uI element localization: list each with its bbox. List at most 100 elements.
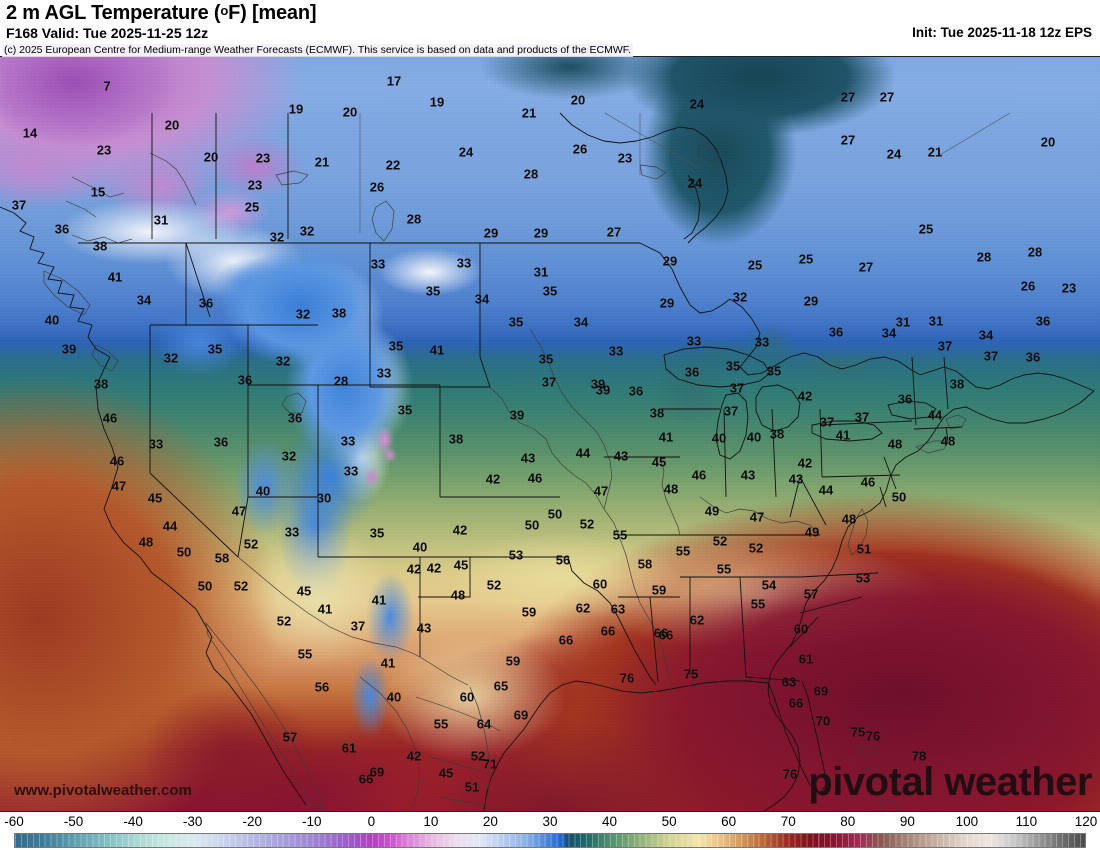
- temperature-value-label: 59: [651, 582, 667, 598]
- temperature-value-label: 46: [691, 467, 707, 483]
- temperature-value-label: 60: [793, 621, 809, 637]
- temperature-value-label: 42: [406, 748, 422, 764]
- colorbar-segment-lines: [15, 834, 1085, 847]
- state-border-ny-vt: [912, 357, 916, 425]
- temperature-value-label: 31: [928, 313, 944, 329]
- colorbar-legend[interactable]: -60 -50 -40 -30 -20 -10 0 10 20 30 40 50 60 70 80 90 100…: [0, 812, 1100, 850]
- colorbar-tick-100: 100: [955, 814, 979, 829]
- temperature-value-label: 35: [542, 283, 558, 299]
- temperature-value-label: 50: [891, 489, 907, 505]
- state-border-pa-ny: [822, 421, 912, 425]
- temperature-value-label: 40: [746, 429, 762, 445]
- state-border-nh-me: [944, 357, 948, 409]
- temperature-value-label: 25: [244, 199, 260, 215]
- temperature-value-label: 75: [683, 666, 699, 682]
- temperature-value-label: 38: [92, 238, 108, 254]
- temperature-value-label: 48: [887, 436, 903, 452]
- temperature-value-label: 50: [524, 517, 540, 533]
- colorbar-tick--50: -50: [63, 814, 84, 829]
- temperature-value-label: 19: [429, 94, 445, 110]
- temperature-value-label: 23: [617, 150, 633, 166]
- temperature-value-label: 24: [689, 96, 705, 112]
- coastline-bahamas-1: [860, 767, 880, 789]
- temperature-value-label: 66: [653, 625, 669, 641]
- temperature-value-label: 63: [781, 674, 797, 690]
- temperature-value-label: 24: [458, 144, 474, 160]
- temperature-value-label: 19: [288, 101, 304, 117]
- coastline-gulf: [484, 681, 768, 811]
- temperature-value-label: 36: [198, 295, 214, 311]
- island-hudson-bay-1: [640, 165, 666, 179]
- state-border-pa-md: [822, 475, 900, 477]
- coastline-puget-sound: [92, 345, 118, 371]
- coastline-chesapeake-bay: [848, 509, 868, 555]
- temperature-value-label: 40: [255, 483, 271, 499]
- temperature-value-label: 60: [459, 689, 475, 705]
- temperature-value-label: 20: [164, 117, 180, 133]
- temperature-value-label: 55: [612, 527, 628, 543]
- coastline-bahamas-3: [880, 799, 900, 812]
- temperature-value-label: 32: [269, 229, 285, 245]
- mexico-state-borders-1: [360, 677, 420, 809]
- temperature-value-label: 28: [406, 211, 422, 227]
- temperature-value-label: 66: [358, 771, 374, 787]
- colorbar-gradient-track[interactable]: [14, 833, 1086, 848]
- temperature-value-label: 69: [513, 707, 529, 723]
- degree-superscript: o: [220, 3, 229, 18]
- state-border-nc-sc: [800, 597, 862, 613]
- temperature-value-label: 37: [11, 197, 27, 213]
- attribution-text: (c) 2025 European Centre for Medium-rang…: [2, 44, 633, 57]
- state-border-sd-mn: [480, 357, 490, 387]
- colorbar-tick-40: 40: [602, 814, 618, 829]
- temperature-value-label: 31: [153, 212, 169, 228]
- lake-athabasca: [276, 171, 308, 185]
- temperature-value-label: 28: [976, 249, 992, 265]
- temperature-value-label: 32: [281, 448, 297, 464]
- temperature-value-label: 58: [637, 556, 653, 572]
- temperature-value-label: 29: [803, 293, 819, 309]
- state-border-il-mo-river: [660, 457, 680, 535]
- temperature-value-label: 48: [841, 511, 857, 527]
- lake-superior: [664, 347, 770, 387]
- temperature-value-label: 66: [788, 695, 804, 711]
- temperature-value-label: 38: [448, 431, 464, 447]
- temperature-value-label: 35: [538, 351, 554, 367]
- temperature-value-label: 55: [716, 561, 732, 577]
- coastline-bahamas-2: [900, 773, 918, 795]
- temperature-value-label: 36: [897, 391, 913, 407]
- temperature-value-label: 45: [651, 454, 667, 470]
- colorbar-tick-60: 60: [721, 814, 737, 829]
- temperature-value-label: 52: [712, 533, 728, 549]
- temperature-value-label: 40: [44, 312, 60, 328]
- temperature-value-label: 35: [425, 283, 441, 299]
- temperature-value-label: 35: [508, 314, 524, 330]
- colorbar-tick-120: 120: [1074, 814, 1098, 829]
- temperature-value-label: 34: [573, 314, 589, 330]
- temperature-value-label: 20: [570, 92, 586, 108]
- temperature-value-label: 42: [452, 522, 468, 538]
- temperature-value-label: 48: [450, 587, 466, 603]
- temperature-value-label: 38: [331, 305, 347, 321]
- lake-great-salt: [282, 393, 306, 413]
- temperature-map[interactable]: 7 14 23 15 31 37 36 38 41 34 36 20 20 23 23 25 32 32 19 21 2…: [0, 56, 1100, 812]
- valid-time-label: F168 Valid: Tue 2025-11-25 12z: [6, 25, 209, 41]
- temperature-value-label: 49: [704, 503, 720, 519]
- temperature-value-label: 56: [314, 679, 330, 695]
- temperature-value-label: 66: [658, 627, 674, 643]
- temperature-value-label: 69: [369, 764, 385, 780]
- state-border-sc-ga: [790, 617, 818, 647]
- temperature-value-label: 47: [231, 503, 247, 519]
- temperature-value-label: 39: [61, 341, 77, 357]
- temperature-value-label: 69: [813, 683, 829, 699]
- temperature-value-label: 29: [659, 295, 675, 311]
- temperature-value-label: 66: [558, 632, 574, 648]
- temperature-value-label: 46: [860, 474, 876, 490]
- river-upper-mississippi: [530, 329, 612, 509]
- temperature-value-label: 52: [470, 748, 486, 764]
- temperature-value-label: 34: [881, 325, 897, 341]
- temperature-value-label: 26: [369, 179, 385, 195]
- colorbar-tick-30: 30: [542, 814, 558, 829]
- mexico-state-borders-5: [470, 687, 490, 795]
- temperature-value-label: 58: [214, 550, 230, 566]
- temperature-value-label: 33: [456, 255, 472, 271]
